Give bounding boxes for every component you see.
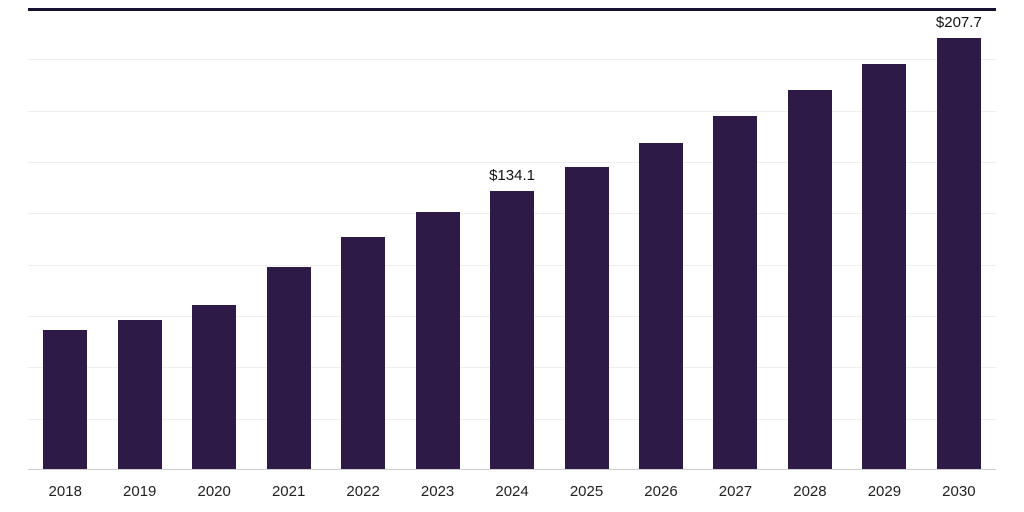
x-axis-tick-label: 2021 [271, 482, 306, 500]
gridline [28, 161, 996, 163]
x-axis-tick-label: 2023 [420, 482, 455, 500]
bar [266, 267, 311, 470]
bar-column [624, 8, 698, 470]
bar-column [773, 8, 847, 470]
x-axis-tick-label: 2018 [48, 482, 82, 500]
bar-column [102, 8, 176, 470]
plot-area: $134.1 $207.7 [28, 8, 996, 470]
x-axis-tick-label: 2030 [942, 482, 976, 500]
x-axis-tick-label: 2025 [569, 482, 604, 500]
bar-value-label: $134.1 [489, 166, 535, 184]
bar-column [400, 8, 474, 470]
x-axis-line [28, 469, 996, 470]
x-axis-tick-label: 2020 [197, 482, 231, 500]
gridline [28, 59, 996, 61]
bar [936, 37, 981, 470]
bar-column [326, 8, 400, 470]
bar [341, 236, 386, 470]
bar [862, 63, 907, 470]
x-axis-tick-label: 2026 [644, 482, 678, 500]
bar-column: $134.1 [475, 8, 549, 470]
x-axis: 2018 2019 2020 2021 2022 2023 2024 2025 2026 2027… [28, 470, 996, 512]
x-axis-tick-label: 2024 [495, 482, 529, 500]
bar-column: $207.7 [922, 8, 996, 470]
top-border-line [28, 8, 996, 11]
x-axis-tick-label: 2029 [867, 482, 902, 500]
bar [43, 329, 88, 470]
x-axis-tick-label: 2027 [718, 482, 753, 500]
bar-column [28, 8, 102, 470]
bar [564, 167, 609, 470]
x-axis-tick-label: 2028 [793, 482, 827, 500]
bar [192, 305, 237, 470]
x-axis-tick-label: 2022 [346, 482, 380, 500]
bar-column [177, 8, 251, 470]
bar-value-label: $207.7 [935, 13, 982, 31]
bars-row: $134.1 $207.7 [28, 8, 996, 470]
bar-column [847, 8, 921, 470]
x-axis-tick-label: 2019 [123, 482, 157, 500]
bar [117, 320, 162, 470]
bar-column [251, 8, 325, 470]
gridline [28, 110, 996, 112]
bar [415, 211, 460, 470]
bar [490, 190, 535, 470]
bar [787, 90, 832, 470]
bar-column [549, 8, 623, 470]
bar [638, 142, 683, 470]
bar-column [698, 8, 772, 470]
bar [713, 115, 758, 470]
